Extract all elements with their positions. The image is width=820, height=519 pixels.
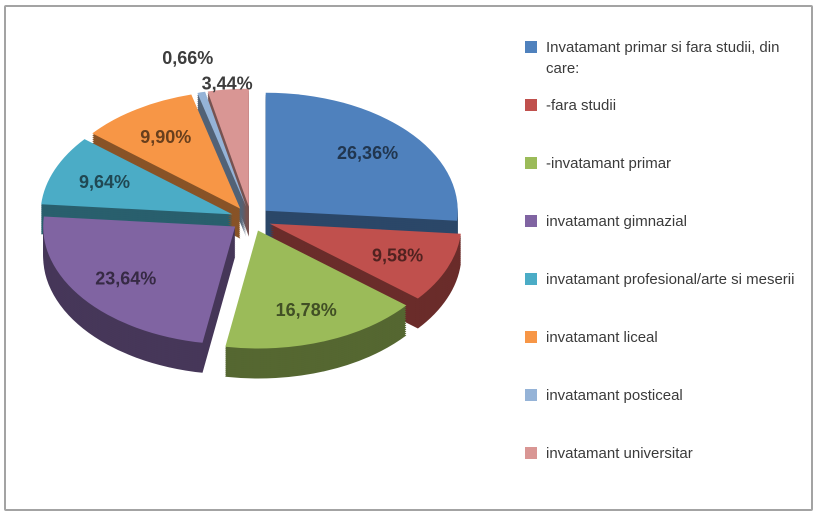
legend-item: invatamant posticeal [525,385,811,443]
pie-slice-7 [207,88,249,207]
pie-chart: 26,36% 9,58% 16,78% 23,64% 9,64% 9,90% 0,66% 3,… [41,48,461,379]
pie-slice-6 [197,91,247,208]
chart-legend: Invatamant primar si fara studii, din ca… [511,7,811,509]
legend-item-label: -fara studii [546,97,617,114]
legend-swatch-icon [525,273,537,285]
legend-swatch-icon [525,389,537,401]
legend-item: -fara studii [525,95,811,153]
pie-chart-plot-area: 26,36% 9,58% 16,78% 23,64% 9,64% 9,90% 0,66% 3,… [6,7,511,509]
slice-value-label-7: 3,44% [202,74,253,94]
legend-swatch-icon [525,41,537,53]
legend-item-label: invatamant profesional/arte si meserii [546,271,795,288]
legend-swatch-icon [525,215,537,227]
legend-item-label: Invatamant primar si fara studii, din ca… [546,39,780,77]
legend-item: invatamant profesional/arte si meserii [525,269,811,327]
legend-item-label: invatamant gimnazial [546,213,687,230]
pie-slice-3 [43,216,236,343]
slice-value-label-4: 9,64% [79,172,130,192]
pie-slice-0 [265,92,458,221]
slice-value-label-0: 26,36% [337,143,398,163]
pie-slice-5 [92,94,241,209]
slice-value-label-2: 16,78% [276,300,337,320]
legend-item: -invatamant primar [525,153,811,211]
legend-item-label: -invatamant primar [546,155,672,172]
slice-value-label-3: 23,64% [95,268,156,288]
legend-swatch-icon [525,99,537,111]
pie-slice-1 [269,223,461,299]
legend-item: invatamant liceal [525,327,811,385]
slice-value-label-1: 9,58% [372,246,423,266]
pie-slice-2 [225,230,407,349]
legend-item: invatamant gimnazial [525,211,811,269]
legend-item-label: invatamant posticeal [546,387,683,404]
pie-slice-4 [41,139,233,215]
legend-item-label: invatamant universitar [546,445,693,462]
legend-swatch-icon [525,447,537,459]
legend-item-label: invatamant liceal [546,329,658,346]
chart-frame: 26,36% 9,58% 16,78% 23,64% 9,64% 9,90% 0,66% 3,… [4,5,813,511]
legend-swatch-icon [525,157,537,169]
slice-value-label-5: 9,90% [140,127,191,147]
legend-swatch-icon [525,331,537,343]
slice-value-label-6: 0,66% [162,48,213,68]
legend-item: Invatamant primar si fara studii, din ca… [525,37,811,95]
legend-item: invatamant universitar [525,443,811,501]
